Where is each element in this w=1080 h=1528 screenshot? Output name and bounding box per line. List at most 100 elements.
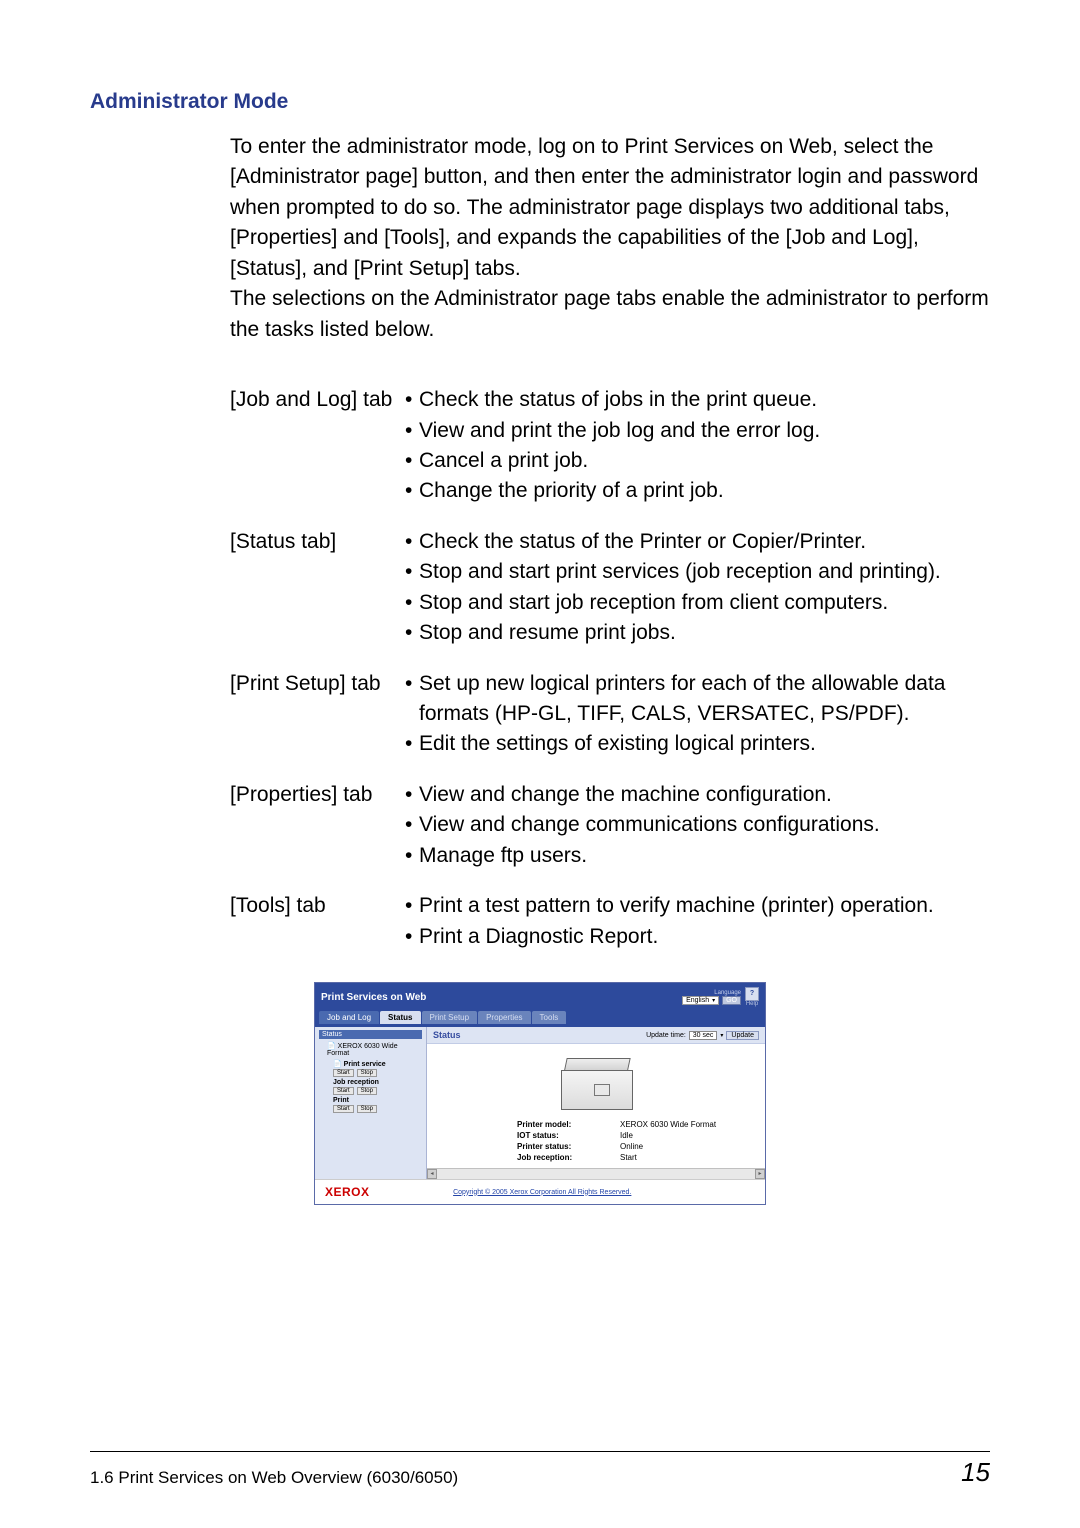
bullet-text: Print a Diagnostic Report.	[419, 922, 990, 952]
ss-app-title: Print Services on Web	[321, 992, 426, 1003]
row-status: [Status tab] •Check the status of the Pr…	[230, 527, 990, 649]
bullet-text: Stop and resume print jobs.	[419, 618, 990, 648]
ss-info-status-value: Online	[620, 1142, 755, 1151]
page-number: 15	[961, 1457, 990, 1488]
chevron-down-icon: ▾	[712, 997, 715, 1004]
bullet-icon: •	[405, 922, 419, 952]
bullet-icon: •	[405, 810, 419, 840]
bullet-icon: •	[405, 780, 419, 810]
row-print-setup: [Print Setup] tab •Set up new logical pr…	[230, 669, 990, 760]
ss-main: Status Update time: 30 sec ▾ Update	[427, 1027, 765, 1179]
ss-info-status-label: Printer status:	[517, 1142, 612, 1151]
bullet-icon: •	[405, 729, 419, 759]
ss-info-grid: Printer model: XEROX 6030 Wide Format IO…	[517, 1120, 755, 1162]
ss-sidebar-job-reception: Job reception	[319, 1079, 422, 1086]
section-heading: Administrator Mode	[90, 90, 990, 114]
bullet-icon: •	[405, 841, 419, 871]
tab-label-properties: [Properties] tab	[230, 780, 405, 871]
ss-sidebar-model[interactable]: 📄 XEROX 6030 Wide Format	[319, 1041, 422, 1058]
ss-job-reception-buttons: Start Stop	[319, 1087, 422, 1095]
ss-go-button[interactable]: GO	[722, 996, 741, 1005]
ss-header: Print Services on Web Language English ▾…	[315, 983, 765, 1011]
bullet-icon: •	[405, 527, 419, 557]
ss-info-jr-value: Start	[620, 1153, 755, 1162]
ss-footer: XEROX Copyright © 2005 Xerox Corporation…	[315, 1179, 765, 1204]
document-page: Administrator Mode To enter the administ…	[0, 0, 1080, 1528]
footer-section-label: 1.6 Print Services on Web Overview (6030…	[90, 1468, 458, 1488]
row-tools: [Tools] tab •Print a test pattern to ver…	[230, 891, 990, 952]
bullet-text: Cancel a print job.	[419, 446, 990, 476]
ss-copyright[interactable]: Copyright © 2005 Xerox Corporation All R…	[370, 1189, 715, 1196]
chevron-down-icon[interactable]: ▾	[720, 1032, 723, 1039]
bullet-text: Check the status of the Printer or Copie…	[419, 527, 990, 557]
tab-items-job: •Check the status of jobs in the print q…	[405, 385, 990, 507]
ss-main-title: Status	[433, 1030, 461, 1040]
intro-paragraphs: To enter the administrator mode, log on …	[230, 132, 990, 345]
ss-btn-jr-start[interactable]: Start	[333, 1087, 354, 1095]
ss-update-group: Update time: 30 sec ▾ Update	[646, 1031, 759, 1040]
ss-lang-block: Language English ▾ GO	[682, 990, 741, 1005]
ss-body: Status 📄 XEROX 6030 Wide Format 📄 Print …	[315, 1027, 765, 1179]
bullet-icon: •	[405, 476, 419, 506]
xerox-logo: XEROX	[325, 1185, 370, 1199]
bullet-text: Stop and start print services (job recep…	[419, 557, 990, 587]
ss-help-block: ? Help	[745, 987, 759, 1007]
tab-items-status: •Check the status of the Printer or Copi…	[405, 527, 990, 649]
bullet-icon: •	[405, 588, 419, 618]
ss-info-iot-label: IOT status:	[517, 1131, 612, 1140]
ss-tab-job-and-log[interactable]: Job and Log	[319, 1011, 379, 1024]
ss-tab-tools[interactable]: Tools	[532, 1011, 567, 1024]
ss-sidebar-print: Print	[319, 1097, 422, 1104]
ss-sidebar-print-service: 📄 Print service	[319, 1060, 422, 1068]
ss-header-right: Language English ▾ GO ? Help	[682, 987, 759, 1007]
bullet-text: Edit the settings of existing logical pr…	[419, 729, 990, 759]
ss-btn-ps-start[interactable]: Start	[333, 1069, 354, 1077]
bullet-text: Manage ftp users.	[419, 841, 990, 871]
tab-items-properties: •View and change the machine configurati…	[405, 780, 990, 871]
ss-print-service-buttons: Start Stop	[319, 1069, 422, 1077]
bullet-text: Check the status of jobs in the print qu…	[419, 385, 990, 415]
ss-btn-ps-stop[interactable]: Stop	[357, 1069, 377, 1077]
ss-tab-status[interactable]: Status	[380, 1011, 420, 1024]
bullet-icon: •	[405, 446, 419, 476]
tab-label-job: [Job and Log] tab	[230, 385, 405, 507]
ss-info-iot-value: Idle	[620, 1131, 755, 1140]
ss-lang-value: English	[686, 997, 709, 1004]
ss-info-model-value: XEROX 6030 Wide Format	[620, 1120, 755, 1129]
ss-update-button[interactable]: Update	[726, 1031, 759, 1040]
bullet-text: Change the priority of a print job.	[419, 476, 990, 506]
bullet-text: Print a test pattern to verify machine (…	[419, 891, 990, 921]
help-icon[interactable]: ?	[745, 987, 759, 1001]
ss-update-input[interactable]: 30 sec	[689, 1031, 718, 1040]
tab-label-tools: [Tools] tab	[230, 891, 405, 952]
ss-sidebar: Status 📄 XEROX 6030 Wide Format 📄 Print …	[315, 1027, 427, 1179]
bullet-icon: •	[405, 385, 419, 415]
scroll-right-icon[interactable]: ▸	[755, 1169, 765, 1179]
ss-btn-p-stop[interactable]: Stop	[357, 1105, 377, 1113]
page-footer: 1.6 Print Services on Web Overview (6030…	[90, 1451, 990, 1488]
row-properties: [Properties] tab •View and change the ma…	[230, 780, 990, 871]
ss-btn-p-start[interactable]: Start	[333, 1105, 354, 1113]
paragraph-1: To enter the administrator mode, log on …	[230, 135, 978, 280]
ss-tab-properties[interactable]: Properties	[478, 1011, 530, 1024]
scroll-left-icon[interactable]: ◂	[427, 1169, 437, 1179]
tab-capability-table: [Job and Log] tab •Check the status of j…	[230, 385, 990, 952]
ss-btn-jr-stop[interactable]: Stop	[357, 1087, 377, 1095]
ss-tab-bar: Job and Log Status Print Setup Propertie…	[315, 1011, 765, 1027]
bullet-icon: •	[405, 618, 419, 648]
bullet-text: View and change the machine configuratio…	[419, 780, 990, 810]
ss-print-buttons: Start Stop	[319, 1105, 422, 1113]
ss-sidebar-model-text: XEROX 6030 Wide Format	[327, 1043, 398, 1057]
bullet-icon: •	[405, 891, 419, 921]
printer-icon	[551, 1052, 641, 1112]
ss-update-label: Update time:	[646, 1032, 686, 1039]
bullet-text: View and print the job log and the error…	[419, 416, 990, 446]
tab-items-printsetup: •Set up new logical printers for each of…	[405, 669, 990, 760]
embedded-screenshot: Print Services on Web Language English ▾…	[314, 982, 766, 1205]
ss-tab-print-setup[interactable]: Print Setup	[422, 1011, 478, 1024]
ss-info-jr-label: Job reception:	[517, 1153, 612, 1162]
ss-horizontal-scrollbar[interactable]: ◂ ▸	[427, 1168, 765, 1179]
bullet-text: Set up new logical printers for each of …	[419, 669, 990, 730]
ss-sidebar-print-service-text: Print service	[344, 1061, 386, 1068]
ss-language-select[interactable]: English ▾	[682, 996, 719, 1005]
